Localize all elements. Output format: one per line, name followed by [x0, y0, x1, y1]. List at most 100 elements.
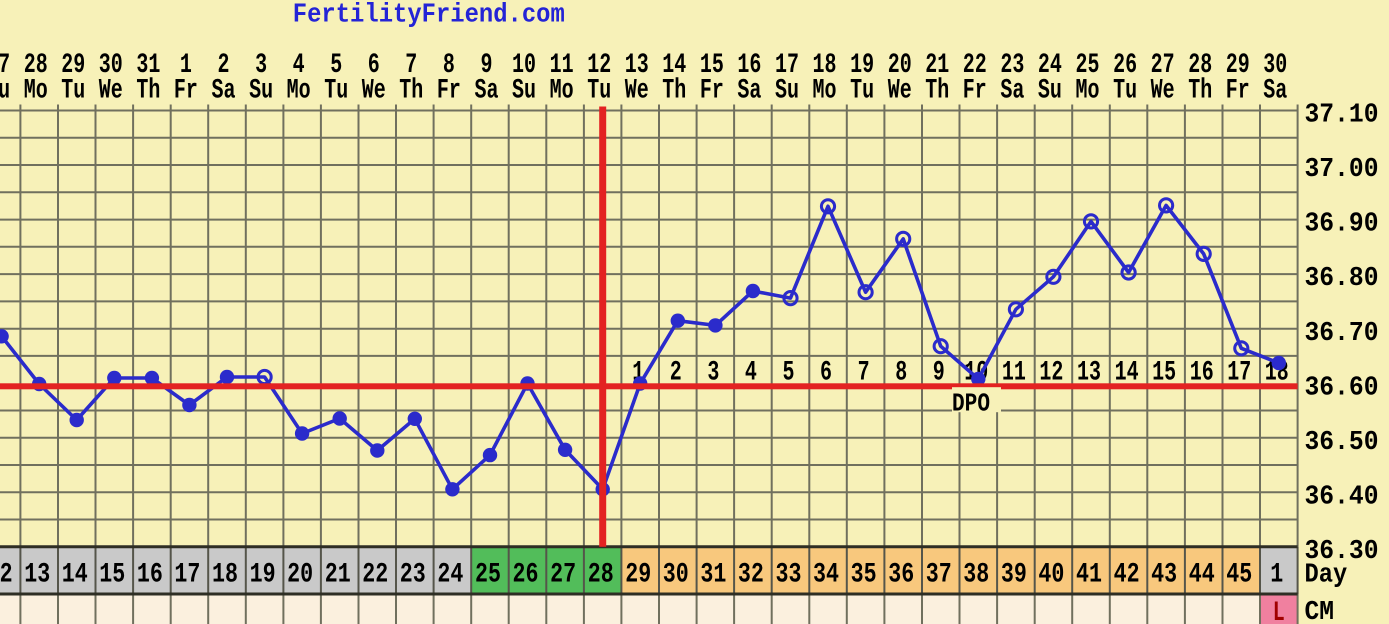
svg-text:3: 3: [255, 50, 267, 81]
svg-text:Tu: Tu: [324, 76, 348, 107]
svg-text:L: L: [1273, 598, 1285, 624]
svg-text:Sa: Sa: [212, 76, 236, 107]
svg-text:26: 26: [1113, 50, 1137, 81]
svg-text:40: 40: [1038, 560, 1064, 591]
svg-text:7: 7: [405, 50, 417, 81]
svg-text:30: 30: [1263, 50, 1287, 81]
svg-text:We: We: [362, 76, 386, 107]
svg-text:Fr: Fr: [963, 76, 987, 107]
svg-text:Tu: Tu: [61, 76, 85, 107]
svg-text:8: 8: [895, 358, 907, 389]
svg-text:CM: CM: [1305, 598, 1335, 624]
svg-text:Fr: Fr: [1226, 76, 1250, 107]
svg-text:31: 31: [136, 50, 160, 81]
svg-text:18: 18: [212, 560, 238, 591]
svg-text:29: 29: [1226, 50, 1250, 81]
svg-text:Mo: Mo: [550, 76, 574, 107]
svg-text:14: 14: [662, 50, 686, 81]
svg-text:Mo: Mo: [287, 76, 311, 107]
svg-text:19: 19: [250, 560, 276, 591]
svg-text:16: 16: [737, 50, 761, 81]
svg-text:21: 21: [325, 560, 351, 591]
svg-text:Mo: Mo: [1076, 76, 1100, 107]
svg-text:37: 37: [926, 560, 952, 591]
svg-text:43: 43: [1151, 560, 1177, 591]
svg-text:29: 29: [625, 560, 651, 591]
svg-text:41: 41: [1076, 560, 1102, 591]
svg-text:Sa: Sa: [1263, 76, 1287, 107]
svg-text:24: 24: [437, 560, 463, 591]
svg-text:DPO: DPO: [952, 389, 990, 419]
svg-text:37.10: 37.10: [1305, 101, 1379, 131]
svg-text:23: 23: [1000, 50, 1024, 81]
svg-text:34: 34: [813, 560, 839, 591]
svg-text:We: We: [99, 76, 123, 107]
svg-text:37.00: 37.00: [1305, 155, 1379, 185]
svg-text:5: 5: [330, 50, 342, 81]
svg-text:36.30: 36.30: [1305, 537, 1379, 567]
svg-text:Th: Th: [399, 76, 423, 107]
svg-text:42: 42: [1114, 560, 1140, 591]
svg-text:13: 13: [625, 50, 649, 81]
svg-text:Th: Th: [662, 76, 686, 107]
svg-text:30: 30: [99, 50, 123, 81]
svg-text:2: 2: [670, 358, 682, 389]
svg-text:Day: Day: [1305, 561, 1348, 591]
svg-text:Su: Su: [249, 76, 273, 107]
svg-text:27: 27: [550, 560, 576, 591]
svg-text:Tu: Tu: [850, 76, 874, 107]
svg-text:10: 10: [512, 50, 536, 81]
svg-text:36.70: 36.70: [1305, 319, 1379, 349]
svg-text:22: 22: [963, 50, 987, 81]
svg-text:1: 1: [1270, 560, 1283, 591]
svg-text:36.60: 36.60: [1305, 373, 1379, 403]
svg-text:23: 23: [400, 560, 426, 591]
svg-text:12: 12: [587, 50, 611, 81]
svg-text:FertilityFriend.com: FertilityFriend.com: [293, 1, 565, 31]
svg-text:3: 3: [707, 358, 719, 389]
svg-text:44: 44: [1189, 560, 1215, 591]
svg-text:6: 6: [368, 50, 380, 81]
svg-text:15: 15: [99, 560, 125, 591]
svg-text:Th: Th: [925, 76, 949, 107]
svg-text:Fr: Fr: [700, 76, 724, 107]
svg-text:38: 38: [963, 560, 989, 591]
svg-text:Su: Su: [1038, 76, 1062, 107]
svg-text:1: 1: [180, 50, 192, 81]
svg-text:4: 4: [293, 50, 305, 81]
svg-text:Su: Su: [512, 76, 536, 107]
svg-text:20: 20: [287, 560, 313, 591]
svg-text:Th: Th: [1188, 76, 1212, 107]
svg-text:Sa: Sa: [1000, 76, 1024, 107]
svg-text:Mo: Mo: [813, 76, 837, 107]
svg-text:45: 45: [1226, 560, 1252, 591]
svg-text:Tu: Tu: [1113, 76, 1137, 107]
svg-text:Sa: Sa: [475, 76, 499, 107]
svg-text:15: 15: [700, 50, 724, 81]
svg-text:17: 17: [775, 50, 799, 81]
svg-text:24: 24: [1038, 50, 1062, 81]
svg-text:9: 9: [933, 358, 945, 389]
svg-text:Fr: Fr: [174, 76, 198, 107]
svg-text:35: 35: [851, 560, 877, 591]
svg-text:30: 30: [663, 560, 689, 591]
svg-text:Fr: Fr: [437, 76, 461, 107]
svg-text:16: 16: [137, 560, 163, 591]
svg-text:18: 18: [813, 50, 837, 81]
svg-text:2: 2: [218, 50, 230, 81]
svg-text:7: 7: [858, 358, 870, 389]
svg-text:36.50: 36.50: [1305, 428, 1379, 458]
svg-text:32: 32: [738, 560, 764, 591]
svg-text:28: 28: [24, 50, 48, 81]
svg-text:21: 21: [925, 50, 949, 81]
svg-text:Mo: Mo: [24, 76, 48, 107]
svg-text:31: 31: [700, 560, 726, 591]
svg-text:17: 17: [174, 560, 200, 591]
svg-text:19: 19: [850, 50, 874, 81]
svg-text:28: 28: [1188, 50, 1212, 81]
svg-text:26: 26: [513, 560, 539, 591]
svg-text:11: 11: [550, 50, 574, 81]
svg-text:22: 22: [362, 560, 388, 591]
svg-text:Su: Su: [775, 76, 799, 107]
svg-text:25: 25: [475, 560, 501, 591]
